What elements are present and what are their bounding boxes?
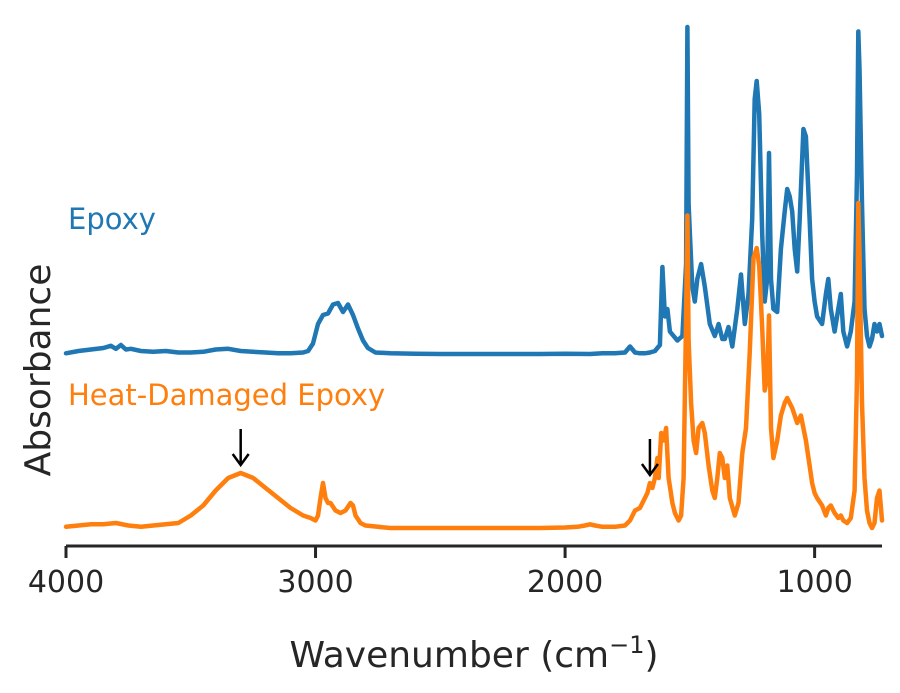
x-axis-ticks: 4000 3000 2000 1000 (28, 546, 853, 600)
x-tick-label: 4000 (28, 565, 104, 600)
annotation-arrows (231, 429, 659, 478)
x-tick-label: 3000 (277, 565, 353, 600)
x-axis-title: Wavenumber (cm−1) (289, 631, 658, 676)
y-axis-title: Absorbance (18, 264, 59, 477)
series-label-epoxy: Epoxy (68, 202, 156, 236)
down-arrow-icon (640, 439, 659, 478)
plot-area (63, 24, 885, 531)
series-line-heat-damaged-epoxy (63, 200, 885, 531)
down-arrow-icon (231, 429, 250, 468)
series-line-epoxy (63, 24, 885, 357)
series-label-heat-damaged-epoxy: Heat-Damaged Epoxy (68, 378, 385, 412)
x-tick-label: 2000 (527, 565, 603, 600)
x-tick-label: 1000 (776, 565, 852, 600)
